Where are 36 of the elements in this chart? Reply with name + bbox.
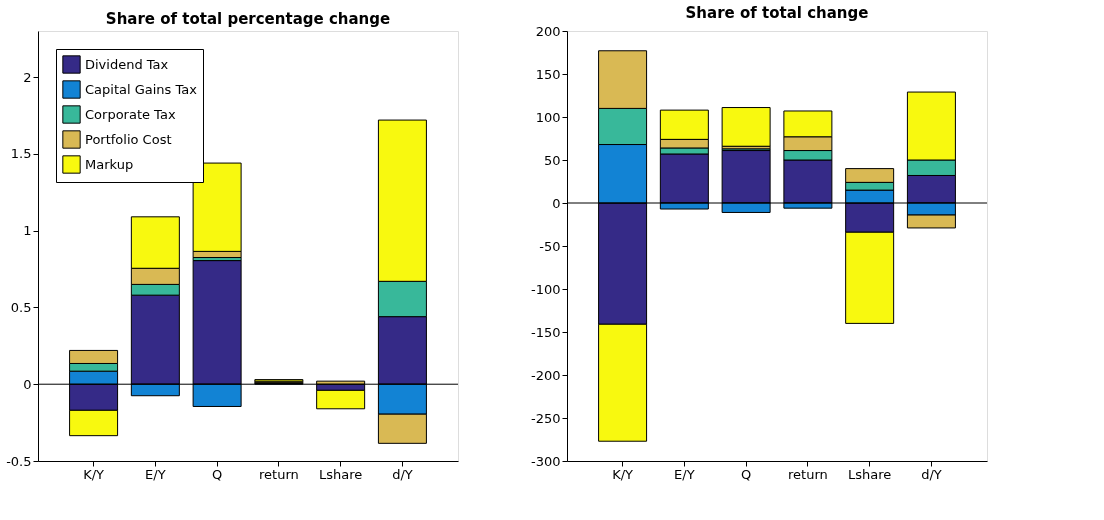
- y-tick-label: -50: [539, 238, 561, 254]
- legend-label: Portfolio Cost: [85, 131, 172, 147]
- x-tick-label: K/Y: [612, 466, 634, 482]
- y-tick-label: -150: [530, 324, 561, 340]
- y-tick-label: 0: [23, 376, 32, 392]
- legend-label: Capital Gains Tax: [85, 81, 198, 97]
- x-tick-label: Q: [212, 466, 223, 482]
- y-tick-label: -100: [530, 281, 561, 297]
- x-tick-label: d/Y: [392, 466, 413, 482]
- legend-label: Corporate Tax: [85, 106, 176, 122]
- y-tick-label: -0.5: [6, 453, 32, 469]
- y-tick-label: 1.5: [10, 146, 32, 162]
- x-tick-label: Lshare: [319, 466, 363, 482]
- y-tick-label: 0.5: [10, 299, 32, 315]
- y-tick-label: -300: [530, 453, 561, 469]
- y-tick-label: -200: [530, 367, 561, 383]
- y-tick-label: 100: [535, 109, 561, 125]
- legend-label: Markup: [85, 156, 134, 172]
- y-tick-label: -250: [530, 410, 561, 426]
- chart-title: Share of total percentage change: [105, 10, 391, 28]
- legend-label: Dividend Tax: [85, 56, 169, 72]
- y-tick-label: 1: [23, 223, 32, 239]
- y-tick-label: 150: [535, 66, 561, 82]
- y-tick-label: 200: [535, 23, 561, 39]
- y-tick-label: 2: [23, 69, 32, 85]
- x-tick-label: d/Y: [921, 466, 942, 482]
- x-tick-label: return: [259, 466, 299, 482]
- x-tick-label: E/Y: [674, 466, 695, 482]
- x-tick-label: E/Y: [145, 466, 166, 482]
- x-tick-label: return: [788, 466, 828, 482]
- chart-title: Share of total change: [685, 4, 869, 22]
- x-tick-label: Lshare: [848, 466, 892, 482]
- y-tick-label: 0: [552, 195, 561, 211]
- x-tick-label: Q: [741, 466, 752, 482]
- y-tick-label: 50: [543, 152, 561, 168]
- x-tick-label: K/Y: [83, 466, 105, 482]
